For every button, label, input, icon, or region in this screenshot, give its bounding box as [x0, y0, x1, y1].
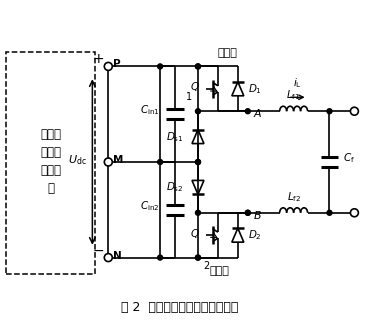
- Circle shape: [245, 109, 250, 114]
- Circle shape: [158, 255, 163, 260]
- Text: +: +: [92, 52, 104, 66]
- Text: $D_{\mathrm{s2}}$: $D_{\mathrm{s2}}$: [166, 180, 184, 194]
- Text: $L_{\mathrm{f1}}$: $L_{\mathrm{f1}}$: [287, 88, 301, 102]
- Text: $D_{\mathrm{s1}}$: $D_{\mathrm{s1}}$: [166, 130, 184, 144]
- Text: 2: 2: [203, 260, 209, 271]
- Text: 图 2  前端三电平变换器拓扑结构: 图 2 前端三电平变换器拓扑结构: [121, 301, 239, 314]
- Circle shape: [327, 109, 332, 114]
- Text: $B$: $B$: [253, 209, 262, 221]
- Circle shape: [196, 159, 200, 165]
- Text: $Q$: $Q$: [190, 227, 200, 240]
- Text: $A$: $A$: [253, 107, 262, 119]
- Text: 单极或
双极型
直流母
线: 单极或 双极型 直流母 线: [40, 129, 61, 195]
- Text: $D_2$: $D_2$: [248, 228, 262, 242]
- Text: 上桥臂: 上桥臂: [218, 49, 238, 58]
- Text: 1: 1: [186, 92, 192, 102]
- Text: 下桥臂: 下桥臂: [210, 266, 230, 275]
- Text: −: −: [92, 244, 104, 258]
- Text: N: N: [113, 250, 122, 260]
- Circle shape: [351, 107, 359, 115]
- Text: $C_{\mathrm{in1}}$: $C_{\mathrm{in1}}$: [140, 103, 160, 117]
- Circle shape: [196, 64, 200, 69]
- Text: $C_{\mathrm{in2}}$: $C_{\mathrm{in2}}$: [140, 199, 160, 213]
- Text: M: M: [113, 155, 124, 165]
- Circle shape: [104, 158, 112, 166]
- Text: $U_{\mathrm{dc}}$: $U_{\mathrm{dc}}$: [67, 153, 86, 167]
- Circle shape: [196, 210, 200, 215]
- Circle shape: [327, 210, 332, 215]
- Text: $D_1$: $D_1$: [248, 82, 262, 96]
- Circle shape: [196, 159, 200, 165]
- Circle shape: [158, 64, 163, 69]
- Circle shape: [196, 64, 200, 69]
- Circle shape: [158, 159, 163, 165]
- Circle shape: [104, 254, 112, 261]
- Text: $L_{\mathrm{f2}}$: $L_{\mathrm{f2}}$: [287, 190, 301, 204]
- Text: $i_{\mathrm{L}}$: $i_{\mathrm{L}}$: [293, 76, 302, 90]
- Circle shape: [104, 63, 112, 70]
- Circle shape: [351, 209, 359, 217]
- Circle shape: [245, 210, 250, 215]
- Circle shape: [245, 210, 250, 215]
- Circle shape: [196, 255, 200, 260]
- Circle shape: [196, 255, 200, 260]
- Circle shape: [196, 109, 200, 114]
- FancyBboxPatch shape: [6, 52, 96, 273]
- Text: P: P: [113, 59, 121, 69]
- Text: $C_{\mathrm{f}}$: $C_{\mathrm{f}}$: [343, 151, 356, 165]
- Text: $Q$: $Q$: [190, 80, 200, 93]
